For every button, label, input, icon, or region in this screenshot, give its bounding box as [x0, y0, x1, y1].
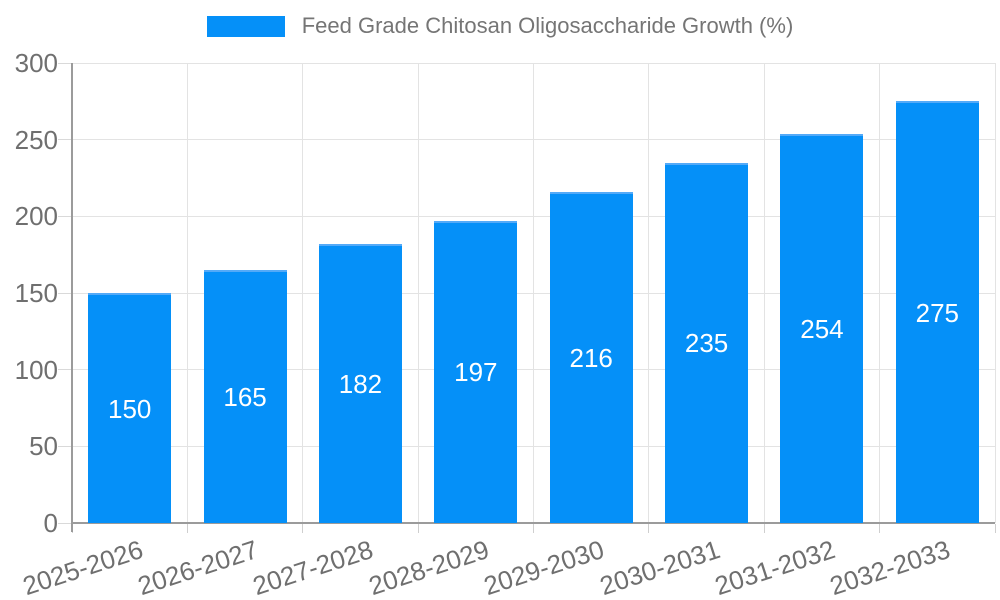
y-axis-label: 200	[14, 201, 58, 232]
bar[interactable]: 254	[780, 133, 864, 523]
x-axis-label: 2026-2027	[134, 534, 262, 600]
gridline-vertical	[994, 63, 996, 523]
x-axis-tick	[186, 524, 188, 533]
bar[interactable]: 197	[434, 220, 518, 523]
bar-value-label: 165	[223, 382, 267, 412]
bar[interactable]: 235	[665, 162, 749, 523]
y-axis-label: 300	[14, 48, 58, 78]
gridline-vertical	[302, 63, 304, 523]
bar-value-label: 235	[684, 328, 729, 359]
y-axis-label: 250	[14, 124, 58, 155]
y-axis-tick	[58, 62, 72, 64]
x-axis-label: 2027-2028	[249, 534, 378, 600]
x-axis-tick	[417, 524, 419, 533]
bar[interactable]: 150	[88, 293, 172, 523]
x-axis-label: 2028-2029	[364, 534, 493, 600]
y-axis-label: 150	[14, 278, 58, 308]
x-axis-tick	[879, 524, 881, 533]
bar-value-label: 216	[569, 342, 613, 373]
y-axis-tick	[58, 445, 72, 447]
bar[interactable]: 216	[549, 191, 633, 523]
x-axis-tick	[994, 524, 996, 533]
y-axis-label: 100	[14, 354, 58, 385]
x-axis-line	[71, 522, 995, 524]
y-axis-tick	[58, 139, 72, 141]
y-axis-tick	[58, 369, 72, 371]
legend-label: Feed Grade Chitosan Oligosaccharide Grow…	[301, 13, 794, 38]
legend-swatch-icon	[206, 15, 285, 37]
gridline-vertical	[648, 63, 650, 523]
bar[interactable]: 182	[318, 243, 402, 523]
y-axis-line	[71, 63, 73, 532]
x-axis-label: 2029-2030	[480, 534, 608, 600]
bar-value-label: 254	[800, 313, 844, 344]
x-axis-label: 2032-2033	[826, 534, 954, 600]
gridline-vertical	[186, 63, 188, 523]
x-axis-label: 2030-2031	[595, 534, 724, 600]
x-axis-tick	[763, 524, 765, 533]
y-axis-label: 0	[43, 508, 58, 538]
y-axis-label: 50	[29, 431, 58, 462]
x-axis-tick	[533, 524, 534, 533]
y-axis-tick	[58, 215, 72, 217]
y-axis-tick	[58, 522, 72, 524]
gridline-vertical	[763, 63, 765, 523]
gridline-vertical	[417, 63, 419, 523]
bar[interactable]: 165	[203, 270, 287, 523]
x-axis-label: 2025-2026	[18, 534, 147, 600]
bar-value-label: 150	[107, 393, 152, 424]
bar[interactable]: 275	[895, 101, 979, 523]
bar-value-label: 197	[454, 357, 498, 388]
bar-value-label: 182	[338, 368, 383, 399]
x-axis-tick	[302, 524, 304, 533]
gridline-vertical	[533, 63, 534, 523]
y-axis-tick	[58, 292, 72, 294]
x-axis-label: 2031-2032	[711, 534, 839, 600]
bar-value-label: 275	[915, 297, 959, 328]
chart-legend[interactable]: Feed Grade Chitosan Oligosaccharide Grow…	[0, 0, 1000, 52]
gridline-vertical	[879, 63, 881, 523]
x-axis-tick	[648, 524, 650, 533]
